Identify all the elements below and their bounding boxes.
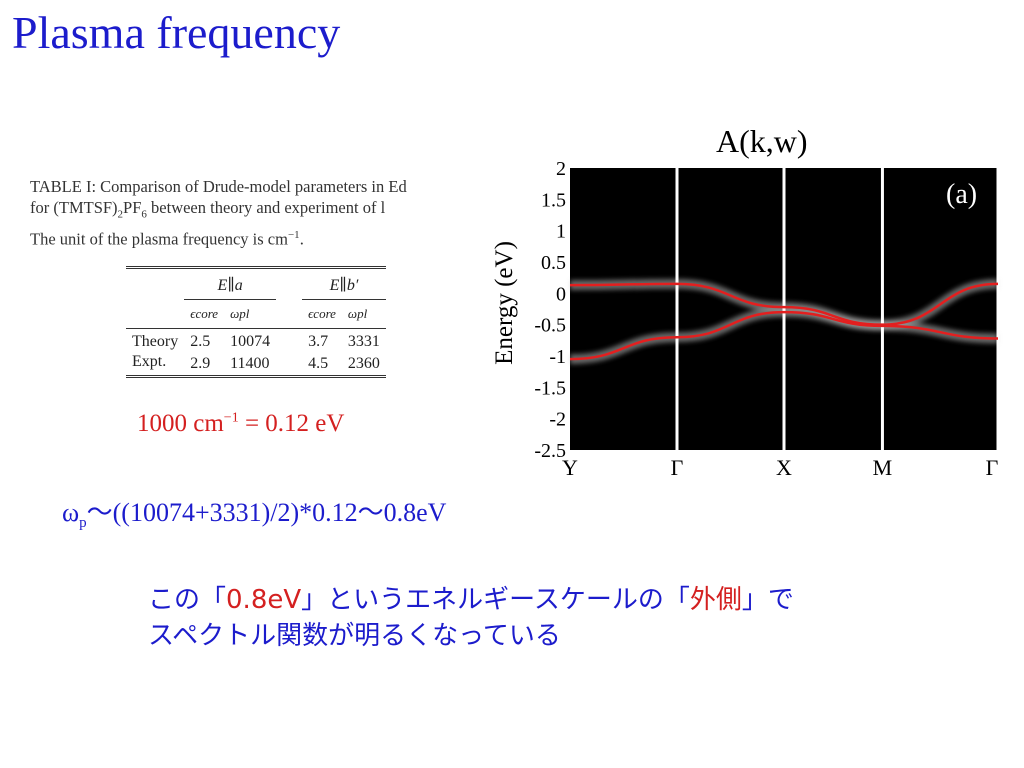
table-row: Theory 2.5 10074 3.7 3331 bbox=[126, 329, 386, 353]
cell-eps-b: 4.5 bbox=[308, 354, 329, 372]
y-tick-label: -2 bbox=[549, 409, 566, 431]
col-eps-b: ϵcore bbox=[302, 299, 342, 329]
cell-eps-a: 2.5 bbox=[190, 333, 211, 350]
panel-label: (a) bbox=[946, 179, 977, 210]
spectral-function-chart: (a) 2 1.5 1 0.5 0 -0.5 -1 -1.5 -2 -2.5 Y Γ X M Γ Ener… bbox=[491, 158, 1000, 480]
cell-wpl-a: 10074 bbox=[230, 333, 271, 350]
y-tick-labels: 2 1.5 1 0.5 0 -0.5 -1 -1.5 -2 -2.5 bbox=[534, 158, 566, 462]
x-tick-label: Γ bbox=[671, 455, 684, 480]
x-tick-label: X bbox=[776, 455, 792, 480]
energy-scale-note: この「0.8eV」というエネルギースケールの「外側」で スペクトル関数が明るくな… bbox=[148, 582, 794, 654]
y-tick-label: 2 bbox=[556, 158, 566, 180]
note-line-1: この「0.8eV」というエネルギースケールの「外側」で bbox=[148, 585, 794, 615]
col-wpl-b: ωpl bbox=[341, 299, 386, 329]
row-label: Theory bbox=[132, 333, 179, 350]
group-header-a: E∥a bbox=[184, 267, 277, 300]
y-tick-label: 1 bbox=[556, 221, 566, 243]
band-line bbox=[569, 310, 999, 361]
y-tick-label: -1 bbox=[549, 346, 566, 368]
col-eps-a: ϵcore bbox=[184, 299, 225, 329]
table-row: Expt. 2.9 11400 4.5 2360 bbox=[126, 352, 386, 377]
y-tick-label: -1.5 bbox=[534, 377, 566, 399]
note-line-2: スペクトル関数が明るくなっている bbox=[148, 621, 561, 651]
cell-eps-a: 2.9 bbox=[190, 354, 211, 372]
y-tick-label: 1.5 bbox=[541, 189, 566, 211]
caption-line-3: The unit of the plasma frequency is cm−1… bbox=[30, 229, 304, 249]
slide-title: Plasma frequency bbox=[12, 7, 341, 58]
unit-conversion-note: 1000 cm−1 = 0.12 eV bbox=[137, 410, 345, 437]
caption-line-1: TABLE I: Comparison of Drude-model param… bbox=[30, 177, 407, 196]
k-path-lines bbox=[675, 168, 1000, 450]
caption-line-2: for (TMTSF)2PF6 between theory and exper… bbox=[30, 198, 386, 221]
group-header-b: E∥b′ bbox=[302, 267, 386, 300]
drude-parameter-table: E∥a E∥b′ ϵcore ωpl ϵcore ωpl Theory 2.5 … bbox=[126, 266, 386, 378]
cell-wpl-b: 2360 bbox=[347, 354, 380, 372]
x-tick-label: Y bbox=[562, 455, 578, 480]
y-tick-label: -0.5 bbox=[534, 315, 566, 337]
y-tick-label: 0 bbox=[556, 283, 566, 305]
band-lines bbox=[569, 282, 999, 361]
y-tick-label: -2.5 bbox=[534, 440, 566, 462]
plasma-frequency-estimate: ωp～((10074+3331)/2)*0.12～0.8eV bbox=[62, 498, 447, 531]
x-tick-label: M bbox=[873, 455, 893, 480]
cell-wpl-b: 3331 bbox=[347, 333, 380, 350]
chart-title: A(k,w) bbox=[716, 123, 808, 159]
y-axis-label: Energy (eV) bbox=[491, 241, 518, 365]
col-wpl-a: ωpl bbox=[224, 299, 277, 329]
table-caption: TABLE I: Comparison of Drude-model param… bbox=[30, 176, 492, 250]
cell-wpl-a: 11400 bbox=[230, 354, 270, 372]
y-tick-label: 0.5 bbox=[541, 252, 566, 274]
x-tick-label: Γ bbox=[986, 455, 999, 480]
band-line bbox=[569, 282, 999, 326]
row-label: Expt. bbox=[132, 353, 167, 370]
cell-eps-b: 3.7 bbox=[308, 333, 329, 350]
